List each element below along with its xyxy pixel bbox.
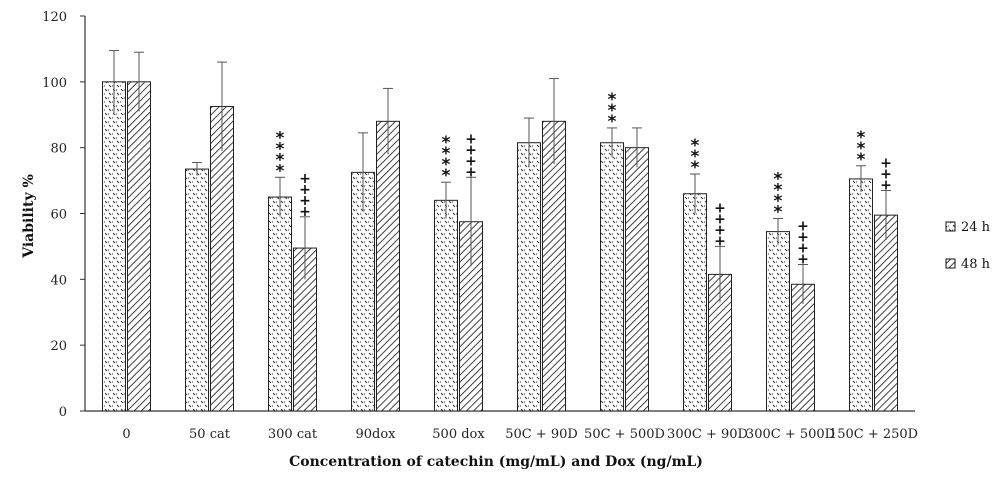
bar-48h	[874, 214, 898, 412]
y-axis-title: Viability %	[21, 174, 37, 259]
significance-marker: *	[276, 128, 285, 148]
bar-48h	[127, 81, 151, 412]
significance-marker: *	[774, 202, 783, 222]
significance-marker: *	[691, 158, 700, 178]
significance-marker: +	[465, 131, 477, 147]
y-tick-label: 0	[59, 405, 67, 420]
y-tick-label: 60	[50, 208, 67, 223]
bar-24h	[849, 178, 873, 412]
significance-marker: *	[774, 169, 783, 189]
y-tick-label: 20	[50, 339, 67, 354]
significance-marker: *	[691, 136, 700, 156]
significance-marker: +	[299, 182, 311, 198]
significance-marker: +	[714, 233, 726, 249]
x-tick-label: 0	[122, 427, 130, 442]
bar-48h	[210, 106, 234, 412]
significance-marker: +	[465, 153, 477, 169]
bar-48h	[625, 147, 649, 412]
legend-swatch-24h	[945, 221, 956, 232]
significance-marker: +	[465, 164, 477, 180]
significance-marker: *	[442, 155, 451, 175]
significance-marker: *	[691, 147, 700, 167]
bar-48h	[542, 120, 566, 412]
significance-marker: +	[880, 177, 892, 193]
significance-marker: +	[714, 211, 726, 227]
significance-marker: *	[442, 144, 451, 164]
legend-swatch-48h	[945, 258, 956, 269]
significance-marker: +	[465, 142, 477, 158]
significance-marker: +	[797, 252, 809, 268]
x-axis-title: Concentration of catechin (mg/mL) and Do…	[289, 454, 703, 470]
x-tick-label: 300C + 500D	[746, 427, 835, 442]
bar-24h	[600, 142, 624, 412]
significance-marker: *	[774, 180, 783, 200]
significance-marker: +	[880, 155, 892, 171]
significance-marker: *	[608, 112, 617, 132]
x-tick-label: 50C + 90D	[505, 427, 578, 442]
x-tick-label: 300 cat	[268, 427, 318, 442]
bar-24h	[434, 199, 458, 412]
bar-24h	[268, 196, 292, 412]
significance-marker: *	[857, 139, 866, 159]
error-bars-group	[109, 50, 891, 305]
significance-marker: +	[299, 171, 311, 187]
bar-24h	[102, 81, 126, 412]
significance-marker: +	[299, 193, 311, 209]
significance-marker: +	[797, 241, 809, 257]
significance-marker: *	[857, 150, 866, 170]
significance-marker: *	[442, 133, 451, 153]
significance-marker: *	[276, 161, 285, 181]
bar-24h	[185, 168, 209, 412]
x-tick-label: 90dox	[355, 427, 396, 442]
significance-marker: +	[797, 230, 809, 246]
bar-24h	[517, 142, 541, 412]
significance-marker: *	[276, 139, 285, 159]
legend-label-24h: 24 h	[961, 220, 991, 235]
bar-24h	[683, 193, 707, 412]
significance-marker: +	[299, 204, 311, 220]
significance-marker: +	[797, 219, 809, 235]
y-tick-label: 80	[50, 142, 67, 157]
significance-marker: *	[857, 128, 866, 148]
x-tick-label: 500 dox	[432, 427, 485, 442]
bars-group	[102, 81, 898, 412]
significance-marker: *	[774, 191, 783, 211]
axes: 0 20 40 60 80 100 120 0 50 cat 300 cat 90dox 500 do…	[42, 10, 918, 442]
significance-marker: +	[714, 200, 726, 216]
x-tick-label: 300C + 90D	[667, 427, 748, 442]
significance-marker: *	[608, 101, 617, 121]
significance-marker: +	[714, 222, 726, 238]
bar-24h	[766, 231, 790, 412]
bar-48h	[376, 120, 400, 412]
x-tick-label: 50 cat	[189, 427, 231, 442]
x-tick-label: 50C + 500D	[584, 427, 665, 442]
y-tick-label: 100	[42, 76, 67, 91]
legend: 24 h 48 h	[945, 220, 991, 272]
legend-label-48h: 48 h	[961, 257, 991, 272]
x-tick-label: 150C + 250D	[829, 427, 918, 442]
significance-marker: *	[442, 166, 451, 186]
significance-markers-group: **** ++++****++++******++++****++++*** +++	[276, 90, 892, 268]
significance-marker: +	[880, 166, 892, 182]
y-tick-label: 120	[42, 10, 67, 25]
significance-marker: *	[276, 150, 285, 170]
significance-marker: *	[608, 90, 617, 110]
y-tick-label: 40	[50, 273, 67, 288]
